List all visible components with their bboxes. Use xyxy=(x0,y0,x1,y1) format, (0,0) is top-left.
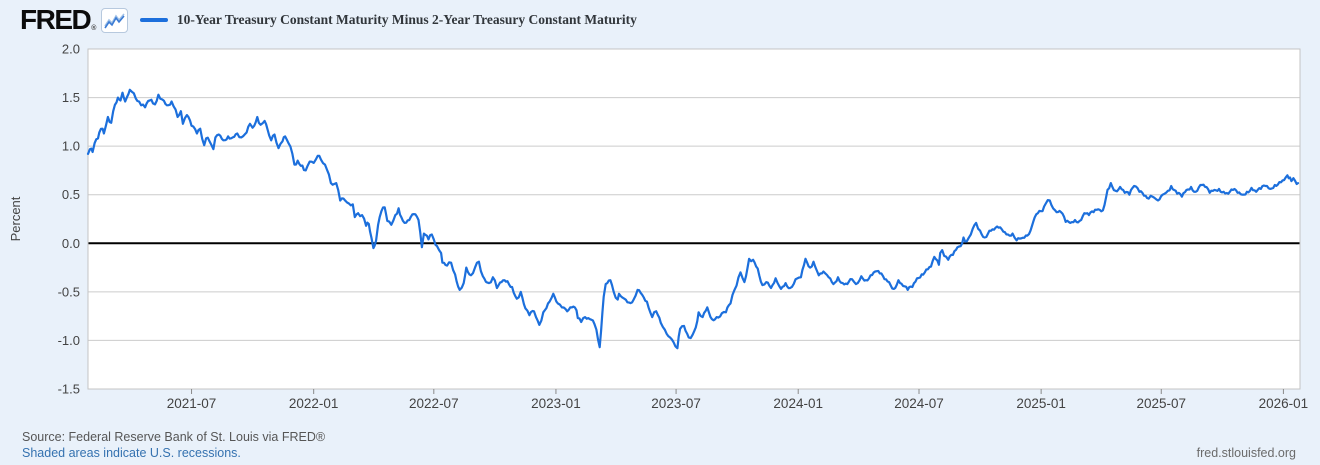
y-axis-title: Percent xyxy=(8,196,23,241)
x-axis-tick-label: 2026-01 xyxy=(1259,396,1309,411)
chart-header: FRED ® 10-Year Treasury Constant Maturit… xyxy=(20,5,637,35)
legend-line-marker xyxy=(139,18,168,22)
recession-shading-link[interactable]: Shaded areas indicate U.S. recessions. xyxy=(22,446,241,460)
plot-background xyxy=(88,49,1300,389)
y-axis-tick-label: -1.5 xyxy=(58,382,80,397)
plot-border xyxy=(87,48,1301,390)
x-axis-tick-label: 2022-01 xyxy=(289,396,339,411)
registered-trademark-icon: ® xyxy=(91,25,96,32)
legend-series-label: 10-Year Treasury Constant Maturity Minus… xyxy=(176,12,637,27)
x-axis-tick-label: 2022-07 xyxy=(409,396,459,411)
fred-sparkline-icon xyxy=(100,7,128,33)
x-axis-tick-label: 2025-01 xyxy=(1016,396,1066,411)
y-axis-tick-label: 2.0 xyxy=(62,42,80,57)
x-axis-tick-label: 2023-07 xyxy=(651,396,701,411)
y-axis-tick-label: 1.0 xyxy=(62,139,80,154)
y-axis-tick-label: -0.5 xyxy=(58,284,80,299)
y-axis-tick-label: 0.5 xyxy=(62,187,80,202)
fred-logo: FRED ® xyxy=(20,4,96,35)
fred-site-link[interactable]: fred.stlouisfed.org xyxy=(1196,446,1296,460)
y-axis-tick-label: -1.0 xyxy=(58,333,80,348)
x-axis-tick-label: 2023-01 xyxy=(531,396,581,411)
x-axis-tick-label: 2024-01 xyxy=(773,396,823,411)
source-attribution: Source: Federal Reserve Bank of St. Loui… xyxy=(22,430,326,444)
fred-logo-text: FRED xyxy=(20,4,92,35)
series-line xyxy=(86,88,1300,350)
y-axis-tick-label: 0.0 xyxy=(62,236,80,251)
y-axis-tick-label: 1.5 xyxy=(62,90,80,105)
x-axis-tick-label: 2024-07 xyxy=(894,396,944,411)
x-axis-tick-label: 2025-07 xyxy=(1137,396,1187,411)
x-axis-tick-label: 2021-07 xyxy=(167,396,217,411)
